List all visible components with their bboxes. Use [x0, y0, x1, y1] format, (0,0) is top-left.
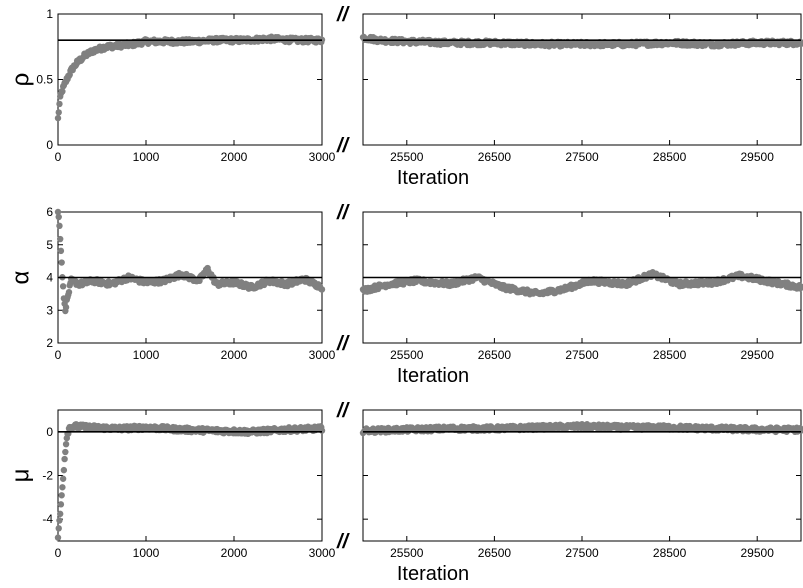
x-tick-label: 1000 [133, 150, 160, 164]
y-axis-label-mu: μ [7, 469, 34, 483]
x-tick-label: 27500 [565, 348, 599, 362]
trace-point [62, 440, 70, 448]
y-tick-label: -4 [42, 512, 53, 526]
x-tick-label: 26500 [478, 150, 512, 164]
trace-point [61, 455, 68, 463]
trace-point [60, 466, 68, 474]
axis-break-marker-top: // [336, 4, 351, 26]
axes-frame [362, 13, 802, 146]
y-tick-label: 3 [46, 303, 53, 317]
trace-point [57, 235, 64, 243]
y-tick-label: 0 [46, 138, 53, 152]
x-tick-label: 28500 [653, 546, 687, 560]
segment-alpha-1: 0 1000 2000 3000 2 3 4 5 6 [46, 205, 335, 362]
axes-frame [57, 13, 323, 146]
trace-point [58, 259, 65, 266]
x-tick-label: 2000 [221, 546, 248, 560]
trace-point [797, 40, 803, 48]
segment-alpha-2: 25500 26500 27500 28500 29500 [359, 211, 803, 362]
x-tick-label: 3000 [309, 546, 336, 560]
y-tick-label: 2 [46, 336, 53, 350]
trace-point [797, 283, 803, 290]
x-tick-label: 1000 [133, 348, 160, 362]
x-axis-label: Iteration [397, 563, 469, 583]
y-tick-label: 5 [46, 238, 53, 252]
trace-dots-mu-1 [54, 421, 326, 541]
trace-dots-rho-1 [54, 33, 326, 122]
trace-point [56, 517, 63, 524]
trace-point [59, 88, 66, 95]
x-tick-label: 1000 [133, 546, 160, 560]
trace-dots-mu-2 [359, 420, 803, 437]
trace-point [59, 484, 66, 491]
axis-break-marker-top: // [336, 400, 351, 422]
x-tick-label: 2000 [221, 348, 248, 362]
y-tick-label: 1 [46, 7, 53, 21]
trace-point [62, 304, 70, 311]
trace-point [65, 288, 73, 296]
y-axis-label-rho: ρ [7, 73, 34, 87]
trace-dots-alpha-2 [359, 269, 803, 298]
x-tick-label: 29500 [741, 150, 775, 164]
x-tick-label: 2000 [221, 150, 248, 164]
x-tick-label: 0 [55, 546, 62, 560]
segment-mu-1: 0 1000 2000 3000 -4 -2 0 [42, 409, 336, 560]
x-axis-label: Iteration [397, 167, 469, 189]
x-tick-label: 25500 [390, 546, 424, 560]
axis-break-marker-bottom: // [336, 135, 351, 157]
x-tick-label: 3000 [309, 348, 336, 362]
trace-point [62, 448, 69, 456]
x-tick-label: 25500 [390, 348, 424, 362]
segment-rho-1: 0 1000 2000 3000 0 0.5 1 [36, 7, 335, 164]
axis-break-marker-bottom: // [336, 531, 351, 553]
y-tick-label: -2 [42, 469, 53, 483]
x-tick-label: 28500 [653, 348, 687, 362]
trace-point [57, 501, 65, 508]
x-tick-label: 26500 [478, 546, 512, 560]
x-tick-label: 29500 [741, 546, 775, 560]
trace-point [55, 109, 62, 116]
x-tick-label: 0 [55, 150, 62, 164]
y-axis-label-alpha: α [7, 270, 34, 284]
trace-point [56, 100, 63, 108]
x-tick-label: 25500 [390, 150, 424, 164]
trace-point [58, 492, 65, 499]
x-tick-label: 27500 [565, 150, 599, 164]
trace-dots-rho-2 [359, 33, 803, 50]
segment-mu-2: 25500 26500 27500 28500 29500 [359, 409, 803, 560]
trace-point [318, 427, 326, 434]
x-tick-label: 28500 [653, 150, 687, 164]
x-tick-label: 29500 [741, 348, 775, 362]
trace-point [318, 286, 326, 293]
trace-point [54, 114, 62, 122]
y-tick-label: 4 [46, 271, 53, 285]
y-tick-label: 0 [46, 425, 53, 439]
trace-point [55, 525, 62, 532]
trace-point [57, 247, 65, 255]
x-tick-label: 26500 [478, 348, 512, 362]
y-tick-label: 0.5 [36, 73, 53, 87]
trace-point [54, 208, 62, 216]
trace-point [55, 213, 62, 221]
segment-rho-2: 25500 26500 27500 28500 29500 [359, 13, 803, 164]
x-tick-label: 3000 [309, 150, 336, 164]
x-axis-label: Iteration [397, 365, 469, 387]
trace-dots-alpha-1 [54, 208, 326, 315]
axis-break-marker-top: // [336, 202, 351, 224]
x-tick-label: 0 [55, 348, 62, 362]
axis-break-marker-bottom: // [336, 333, 351, 355]
trace-point [54, 534, 62, 541]
y-tick-label: 6 [46, 205, 53, 219]
trace-point [57, 510, 64, 518]
trace-point [56, 222, 63, 230]
trace-point [59, 475, 67, 482]
trace-point [59, 283, 67, 290]
x-tick-label: 27500 [565, 546, 599, 560]
